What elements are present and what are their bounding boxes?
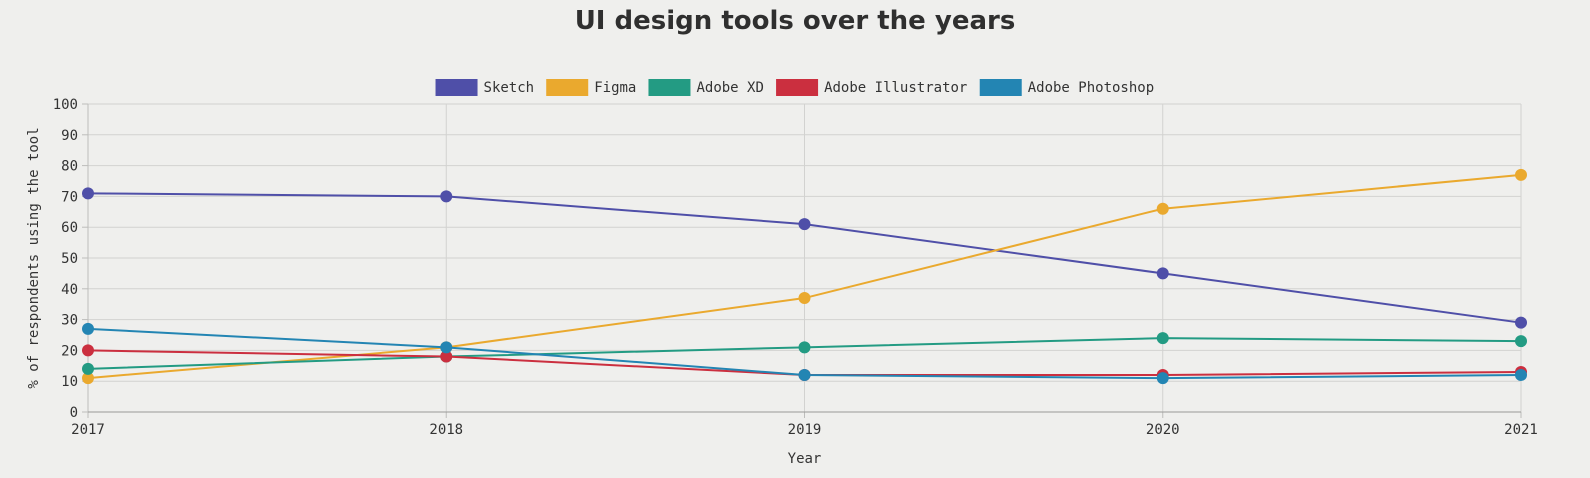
y-tick-label: 100 xyxy=(53,97,78,113)
x-tick-label: 2020 xyxy=(1146,422,1180,438)
data-point-sketch[interactable] xyxy=(798,218,811,231)
x-tick-label: 2021 xyxy=(1504,422,1538,438)
data-point-figma[interactable] xyxy=(82,372,94,385)
axes: 0 10 20 30 40 50 60 70 80 90 100 2017 2018 2019 2020 20… xyxy=(53,97,1538,438)
data-point-adobe-xd[interactable] xyxy=(1156,332,1169,345)
data-point-adobe-xd[interactable] xyxy=(1515,335,1527,348)
legend-swatch xyxy=(435,79,478,96)
data-point-sketch[interactable] xyxy=(440,190,453,203)
y-tick-label: 50 xyxy=(61,251,78,267)
x-axis-title: Year xyxy=(788,451,822,467)
legend-item-figma[interactable]: Figma xyxy=(546,79,636,96)
legend-swatch xyxy=(979,79,1022,96)
legend-label: Adobe Illustrator xyxy=(824,80,967,96)
legend-label: Figma xyxy=(594,80,636,96)
series-adobe-photoshop xyxy=(82,322,1527,385)
data-point-adobe-photoshop[interactable] xyxy=(82,322,94,335)
y-tick-label: 60 xyxy=(61,220,78,236)
data-point-adobe-photoshop[interactable] xyxy=(1515,369,1527,382)
data-point-figma[interactable] xyxy=(798,292,811,305)
legend-label: Sketch xyxy=(484,80,535,96)
y-tick-label: 20 xyxy=(61,343,78,359)
y-tick-label: 90 xyxy=(61,128,78,144)
x-tick-label: 2018 xyxy=(429,422,463,438)
legend-item-adobe-xd[interactable]: Adobe XD xyxy=(648,79,764,96)
legend-item-sketch[interactable]: Sketch xyxy=(435,79,535,96)
data-point-figma[interactable] xyxy=(1156,202,1169,215)
legend-swatch xyxy=(776,79,819,96)
legend-item-adobe-illustrator[interactable]: Adobe Illustrator xyxy=(776,79,967,96)
data-point-adobe-photoshop[interactable] xyxy=(1156,372,1169,385)
data-point-sketch[interactable] xyxy=(1156,267,1169,280)
legend-item-adobe-photoshop[interactable]: Adobe Photoshop xyxy=(979,79,1154,96)
y-tick-label: 70 xyxy=(61,189,78,205)
data-point-adobe-xd[interactable] xyxy=(798,341,811,354)
data-point-adobe-xd[interactable] xyxy=(82,362,94,375)
data-point-adobe-illustrator[interactable] xyxy=(82,344,94,357)
series-group xyxy=(82,168,1527,385)
series-sketch xyxy=(82,187,1527,329)
legend-swatch xyxy=(546,79,589,96)
data-point-adobe-photoshop[interactable] xyxy=(798,369,811,382)
chart-title: UI design tools over the years xyxy=(574,6,1016,36)
y-tick-label: 0 xyxy=(70,405,78,421)
legend-label: Adobe XD xyxy=(696,80,763,96)
y-axis-title: % of respondents using the tool xyxy=(26,127,42,388)
y-tick-label: 30 xyxy=(61,313,78,329)
data-point-adobe-illustrator[interactable] xyxy=(440,350,453,363)
y-tick-label: 80 xyxy=(61,159,78,175)
legend[interactable]: Sketch Figma Adobe XD Adobe Illustrator Adob… xyxy=(435,79,1155,96)
x-tick-label: 2017 xyxy=(71,422,105,438)
data-point-figma[interactable] xyxy=(1515,168,1527,181)
grid xyxy=(87,103,1522,413)
data-point-adobe-photoshop[interactable] xyxy=(440,341,453,354)
y-tick-label: 10 xyxy=(61,374,78,390)
legend-label: Adobe Photoshop xyxy=(1028,80,1154,96)
data-point-sketch[interactable] xyxy=(1515,316,1527,329)
legend-swatch xyxy=(648,79,691,96)
y-tick-label: 40 xyxy=(61,282,78,298)
x-tick-label: 2019 xyxy=(788,422,822,438)
data-point-sketch[interactable] xyxy=(82,187,94,200)
